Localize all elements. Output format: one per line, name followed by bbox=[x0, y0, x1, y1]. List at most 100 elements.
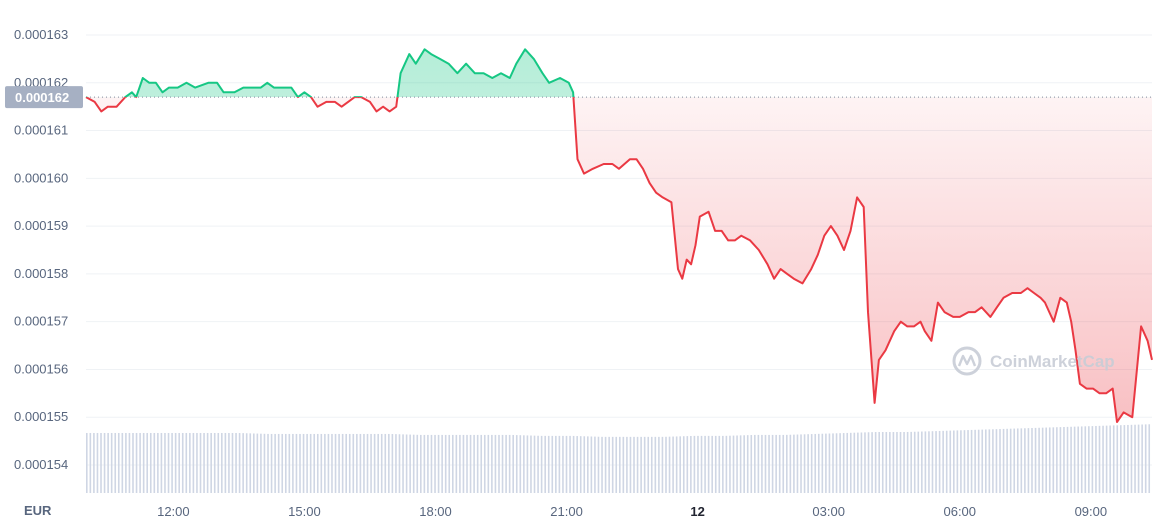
volume-bar bbox=[1041, 427, 1044, 493]
volume-bar bbox=[480, 434, 483, 493]
volume-bar bbox=[455, 434, 458, 493]
volume-bar bbox=[754, 434, 756, 493]
volume-bar bbox=[380, 433, 383, 493]
reference-price-tag-bg bbox=[5, 86, 83, 109]
volume-bar bbox=[619, 436, 621, 493]
volume-bar bbox=[1144, 424, 1147, 493]
x-tick-label: 21:00 bbox=[550, 504, 583, 519]
volume-bar bbox=[576, 436, 578, 493]
volume-bar bbox=[611, 436, 614, 493]
volume-bar bbox=[555, 435, 557, 493]
volume-bar bbox=[160, 432, 163, 493]
volume-bar bbox=[789, 434, 792, 493]
y-tick-label: 0.000159 bbox=[14, 218, 68, 233]
volume-bar bbox=[714, 435, 717, 493]
volume-bar bbox=[284, 433, 287, 493]
x-axis: 12:00 15:00 18:00 21:00 12 03:00 06:00 09:00 bbox=[157, 504, 1107, 519]
y-tick-label: 0.000154 bbox=[14, 457, 68, 472]
volume-bar bbox=[572, 435, 575, 493]
volume-bar bbox=[199, 432, 202, 493]
volume-bar bbox=[501, 434, 504, 493]
volume-bar bbox=[1073, 426, 1076, 493]
volume-bar bbox=[249, 433, 252, 493]
y-tick-label: 0.000162 bbox=[14, 75, 68, 90]
volume-bar bbox=[597, 436, 600, 493]
x-tick-label: 03:00 bbox=[812, 504, 845, 519]
volume-bar bbox=[110, 432, 113, 493]
y-axis: 0.000163 0.000162 0.000161 0.000160 0.000159… bbox=[14, 27, 68, 472]
volume-bar bbox=[668, 436, 671, 493]
volume-bar bbox=[718, 435, 721, 493]
volume-bar bbox=[956, 430, 959, 493]
volume-bar bbox=[405, 434, 408, 493]
area-fill-up bbox=[86, 49, 1152, 98]
volume-bar bbox=[132, 432, 134, 493]
volume-bar bbox=[114, 432, 117, 493]
volume-bar bbox=[1112, 425, 1115, 493]
volume-bar bbox=[661, 436, 664, 493]
volume-bar bbox=[519, 435, 522, 493]
volume-bar bbox=[334, 433, 337, 493]
volume-bar bbox=[970, 429, 973, 493]
volume-bar bbox=[299, 433, 301, 493]
volume-bar bbox=[675, 436, 678, 493]
reference-price-tag: 0.000162 bbox=[5, 86, 83, 109]
volume-bar bbox=[672, 436, 674, 493]
x-tick-label: 09:00 bbox=[1075, 504, 1108, 519]
volume-bar bbox=[373, 433, 376, 493]
volume-bar bbox=[526, 435, 529, 493]
volume-bar bbox=[441, 434, 443, 493]
volume-bar bbox=[533, 435, 536, 493]
volume-bar bbox=[622, 436, 625, 493]
x-tick-label: 12:00 bbox=[157, 504, 190, 519]
volume-bar bbox=[821, 433, 824, 493]
volume-bar bbox=[579, 436, 582, 493]
volume-bar bbox=[395, 434, 397, 493]
volume-bar bbox=[1077, 426, 1079, 493]
volume-bar bbox=[903, 432, 905, 493]
volume-bar bbox=[636, 436, 639, 493]
volume-bar bbox=[409, 434, 411, 493]
volume-bar bbox=[633, 436, 635, 493]
volume-bar bbox=[256, 433, 259, 493]
volume-bar bbox=[316, 433, 319, 493]
volume-bar bbox=[604, 436, 607, 493]
volume-bar bbox=[999, 429, 1001, 493]
volume-bar bbox=[835, 433, 838, 493]
volume-bar bbox=[928, 431, 930, 493]
volume-bar bbox=[505, 434, 507, 493]
volume-bar bbox=[139, 432, 141, 493]
volume-bar bbox=[530, 435, 532, 493]
volume-bar bbox=[544, 435, 546, 493]
volume-bar bbox=[658, 436, 660, 493]
volume-bar bbox=[967, 430, 969, 493]
volume-bar bbox=[931, 431, 934, 493]
volume-bar bbox=[778, 434, 781, 493]
volume-bar bbox=[988, 429, 991, 493]
area-fill-down bbox=[86, 97, 1152, 422]
volume-bar bbox=[881, 432, 884, 493]
reference-price-tag-text: 0.000162 bbox=[15, 90, 69, 105]
volume-bar bbox=[146, 432, 149, 493]
volume-bar bbox=[135, 432, 138, 493]
volume-bar bbox=[871, 432, 873, 493]
volume-bar bbox=[491, 434, 493, 493]
volume-bar bbox=[974, 429, 976, 493]
volume-bar bbox=[377, 433, 379, 493]
volume-bar bbox=[434, 434, 436, 493]
volume-bar bbox=[483, 434, 486, 493]
volume-bar bbox=[690, 435, 692, 493]
volume-bar bbox=[476, 434, 479, 493]
y-tick-label: 0.000158 bbox=[14, 266, 68, 281]
volume-bar bbox=[700, 435, 703, 493]
volume-bar bbox=[306, 433, 308, 493]
volume-bar bbox=[977, 429, 980, 493]
volume-bar bbox=[196, 432, 198, 493]
volume-bar bbox=[899, 432, 902, 493]
volume-bar bbox=[192, 432, 195, 493]
volume-bar bbox=[238, 433, 241, 493]
volume-bar bbox=[171, 432, 173, 493]
volume-bar bbox=[679, 436, 682, 493]
volume-bar bbox=[356, 433, 358, 493]
